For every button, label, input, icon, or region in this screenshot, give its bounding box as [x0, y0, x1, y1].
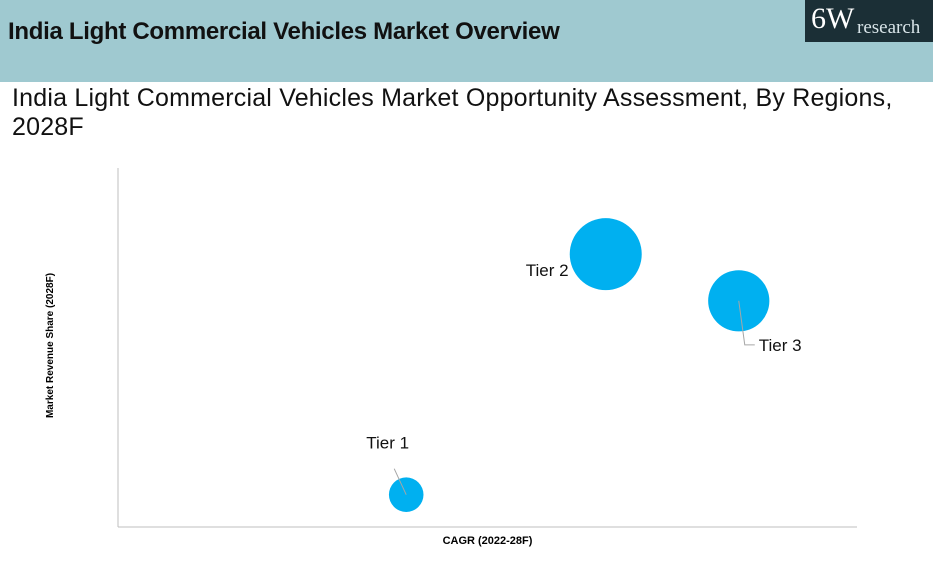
y-axis-label: Market Revenue Share (2028F): [45, 273, 56, 418]
data-label-tier-2: Tier 2: [526, 261, 569, 280]
data-label-tier-1: Tier 1: [366, 434, 409, 453]
leader-line-tier-3: [738, 300, 755, 346]
page-title: India Light Commercial Vehicles Market O…: [8, 18, 560, 45]
leader-line-tier-1: [393, 468, 407, 495]
data-label-tier-3: Tier 3: [759, 336, 802, 355]
header-band: [0, 0, 933, 82]
x-axis-label: CAGR (2022-28F): [443, 535, 533, 547]
chart-title: India Light Commercial Vehicles Market O…: [12, 84, 893, 141]
brand-logo: 6W research: [805, 0, 933, 42]
bubble-tier-2: [569, 218, 642, 291]
bubble-group: Tier 1 Tier 2 Tier 3: [366, 218, 802, 512]
logo-sub-text: research: [857, 17, 921, 38]
logo-main-text: 6W: [811, 2, 855, 35]
